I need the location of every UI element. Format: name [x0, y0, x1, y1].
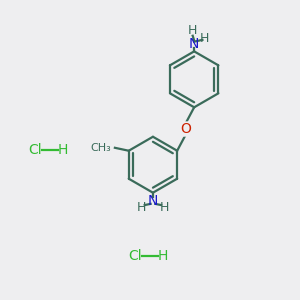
Text: Cl: Cl	[128, 249, 142, 263]
Text: H: H	[137, 201, 146, 214]
Text: N: N	[148, 194, 158, 208]
Text: H: H	[188, 24, 197, 37]
Text: H: H	[158, 249, 168, 263]
Text: H: H	[200, 32, 209, 45]
Text: Cl: Cl	[28, 143, 42, 157]
Text: N: N	[189, 37, 200, 51]
Text: CH₃: CH₃	[90, 143, 111, 153]
Text: O: O	[180, 122, 191, 136]
Text: H: H	[159, 201, 169, 214]
Text: H: H	[58, 143, 68, 157]
